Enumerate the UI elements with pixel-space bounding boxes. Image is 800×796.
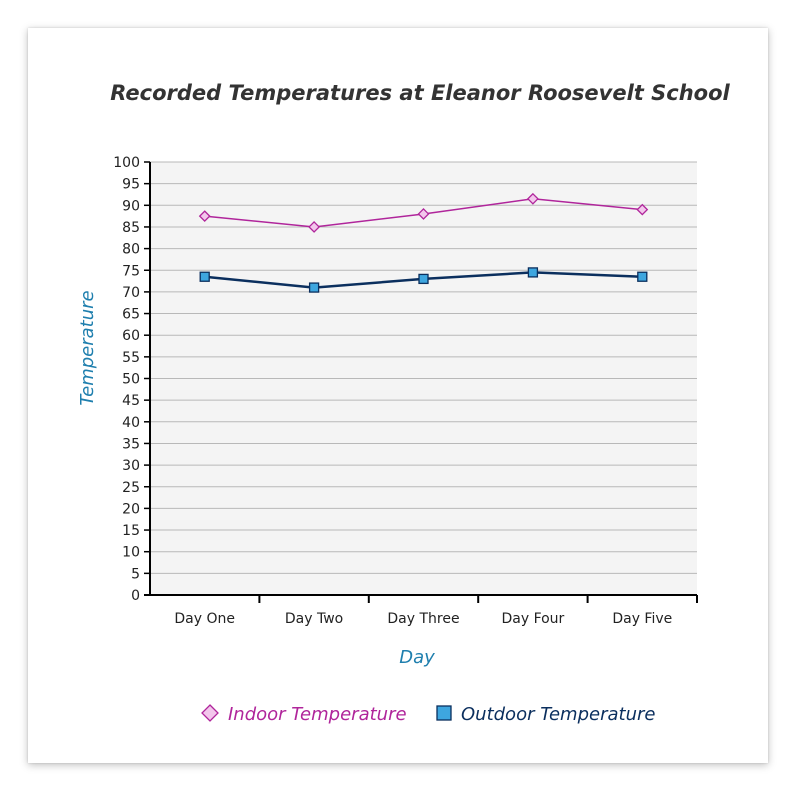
y-tick-label: 70 bbox=[122, 285, 140, 301]
y-tick-label: 75 bbox=[122, 263, 140, 279]
data-point bbox=[199, 271, 210, 282]
y-tick-label: 40 bbox=[122, 415, 140, 431]
data-point bbox=[198, 210, 211, 223]
legend-label: Outdoor Temperature bbox=[461, 704, 655, 725]
x-tick-labels: Day One Day Two Day Three Day Four Day Five bbox=[174, 611, 672, 627]
y-tick-label: 10 bbox=[122, 545, 140, 561]
data-point bbox=[527, 267, 539, 278]
y-tick-label: 60 bbox=[122, 328, 140, 344]
x-tick-label: Day Two bbox=[285, 611, 343, 627]
series-indoor-temperature bbox=[198, 192, 649, 233]
x-axis-label: Day bbox=[399, 647, 435, 668]
legend-marker bbox=[201, 704, 219, 722]
x-tick-label: Day Three bbox=[387, 611, 459, 627]
y-tick-label: 50 bbox=[122, 372, 140, 388]
data-point bbox=[637, 271, 648, 282]
y-tick-label: 85 bbox=[122, 220, 140, 236]
data-point bbox=[526, 192, 539, 205]
data-point bbox=[417, 208, 430, 220]
series-lines bbox=[198, 192, 649, 293]
legend-label: Indoor Temperature bbox=[228, 704, 407, 725]
y-tick-label: 25 bbox=[122, 480, 140, 496]
x-tick-label: Day Five bbox=[612, 611, 672, 627]
y-tick-label: 35 bbox=[122, 436, 140, 452]
x-tick-label: Day One bbox=[174, 611, 235, 627]
y-tick-label: 80 bbox=[122, 242, 140, 258]
y-axis-label: Temperature bbox=[77, 290, 98, 405]
legend: Indoor Temperature Outdoor Temperature bbox=[201, 704, 655, 725]
series-outdoor-temperature bbox=[199, 267, 648, 293]
y-tick-label: 5 bbox=[131, 566, 140, 582]
legend-marker bbox=[436, 705, 452, 721]
y-tick-label: 90 bbox=[122, 198, 140, 214]
axes bbox=[144, 162, 698, 603]
data-point bbox=[308, 221, 321, 233]
y-tick-label: 95 bbox=[122, 177, 140, 193]
y-tick-label: 20 bbox=[122, 501, 140, 517]
grid-lines bbox=[144, 161, 697, 596]
y-tick-label: 0 bbox=[131, 588, 140, 604]
y-tick-label: 45 bbox=[122, 393, 140, 409]
data-point bbox=[308, 282, 320, 293]
y-tick-labels: 0 5 10 15 20 25 30 35 40 45 50 55 60 65 70 75 80 85 90 95 10… bbox=[113, 155, 140, 604]
y-tick-label: 100 bbox=[113, 155, 140, 171]
data-point bbox=[418, 273, 429, 285]
y-tick-label: 65 bbox=[122, 307, 140, 323]
x-tick-label: Day Four bbox=[501, 611, 564, 627]
data-point bbox=[636, 203, 649, 216]
y-tick-label: 30 bbox=[122, 458, 140, 474]
y-tick-label: 15 bbox=[122, 523, 140, 539]
y-tick-label: 55 bbox=[122, 350, 140, 366]
chart-title: Recorded Temperatures at Eleanor Rooseve… bbox=[110, 81, 730, 105]
